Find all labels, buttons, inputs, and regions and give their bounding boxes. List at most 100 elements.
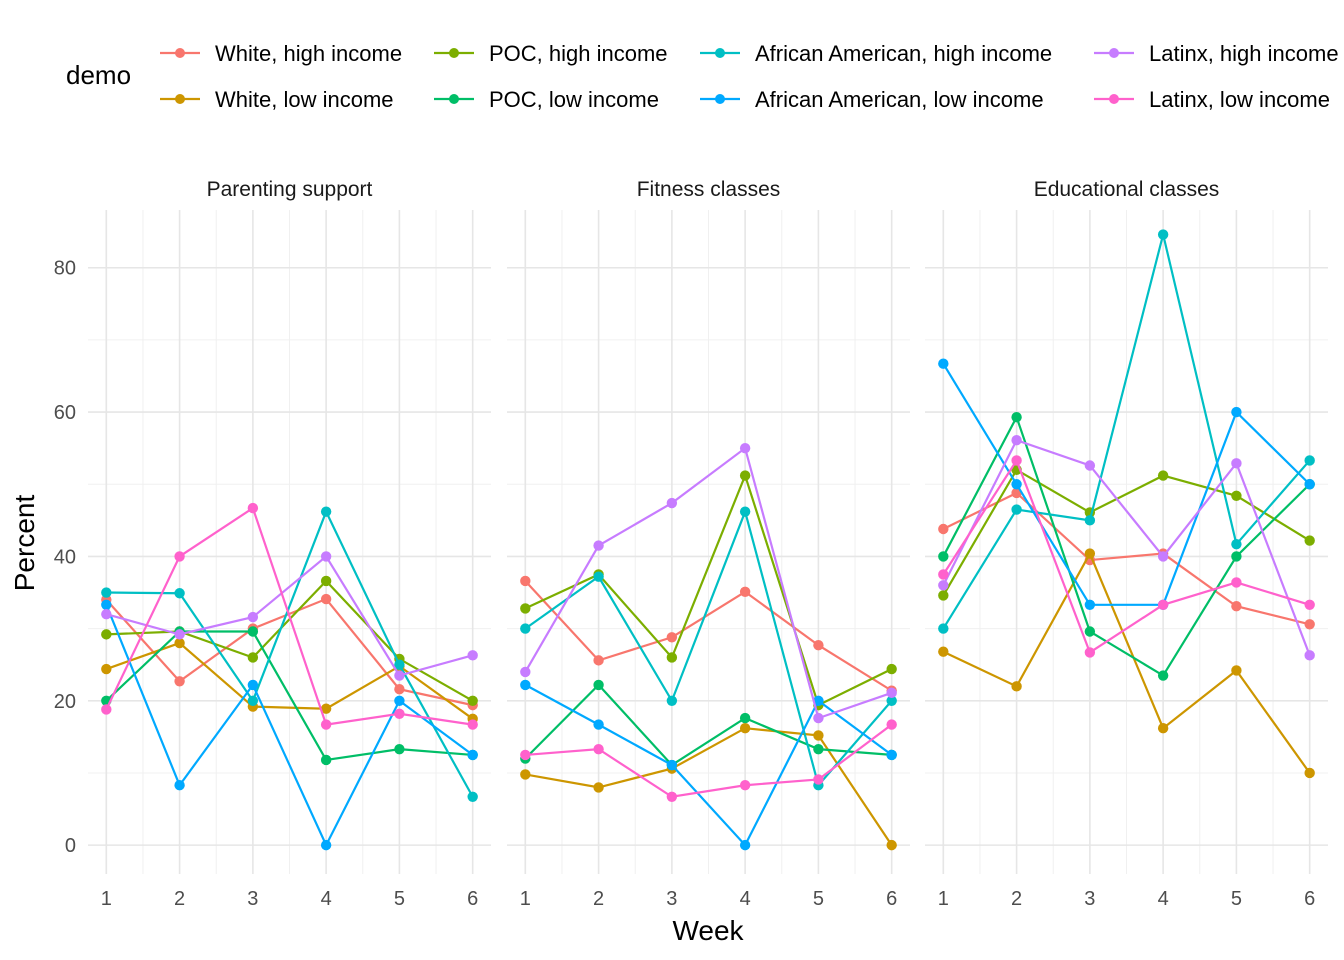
series-line bbox=[942, 438, 1311, 656]
series-line bbox=[942, 458, 1311, 655]
data-point bbox=[520, 575, 531, 587]
x-axis-label: Week bbox=[672, 915, 744, 946]
data-point bbox=[247, 652, 259, 663]
legend-label: African American, low income bbox=[755, 87, 1044, 112]
panel-title: Fitness classes bbox=[637, 178, 781, 201]
series-white-low-income bbox=[938, 548, 1315, 779]
x-tick-label: 3 bbox=[666, 888, 677, 910]
x-tick-label: 4 bbox=[740, 888, 751, 910]
data-point bbox=[1304, 455, 1315, 466]
gridlines bbox=[88, 210, 491, 874]
panel-fitness-classes: Fitness classes bbox=[507, 178, 910, 874]
x-tick-label: 6 bbox=[467, 888, 478, 910]
data-point bbox=[394, 659, 405, 670]
series-poc-high-income bbox=[520, 470, 897, 711]
data-point bbox=[1157, 599, 1169, 610]
data-point bbox=[174, 588, 185, 599]
data-point bbox=[1304, 650, 1315, 661]
data-point bbox=[467, 749, 478, 761]
series-line bbox=[942, 414, 1311, 678]
data-point bbox=[938, 580, 949, 591]
data-point bbox=[739, 506, 751, 517]
data-point bbox=[938, 551, 949, 562]
data-point bbox=[320, 575, 332, 587]
data-point bbox=[320, 593, 332, 605]
data-point bbox=[101, 629, 112, 640]
data-point bbox=[520, 666, 531, 678]
x-tick-label: 5 bbox=[394, 888, 405, 910]
data-point bbox=[938, 523, 949, 535]
data-point bbox=[1011, 435, 1022, 446]
data-point bbox=[666, 695, 678, 706]
series-line bbox=[525, 723, 893, 798]
data-point bbox=[666, 759, 678, 771]
data-point bbox=[174, 551, 185, 562]
data-point bbox=[593, 540, 604, 551]
data-point bbox=[1084, 626, 1096, 637]
data-point bbox=[739, 780, 751, 791]
data-point bbox=[666, 652, 678, 663]
data-point bbox=[101, 587, 112, 598]
legend-key-point bbox=[449, 48, 459, 58]
data-point bbox=[1231, 406, 1242, 418]
series-line bbox=[524, 580, 893, 692]
x-axis: 1 2 3 4 5 6 1 2 3 4 5 6 1 2 3 4 5 6 bbox=[101, 888, 1315, 910]
data-point bbox=[467, 650, 478, 661]
series-african-american-high-income bbox=[938, 229, 1315, 634]
data-point bbox=[520, 679, 531, 691]
data-point bbox=[174, 780, 185, 791]
data-point bbox=[1304, 767, 1315, 779]
data-point bbox=[1084, 548, 1096, 559]
data-point bbox=[593, 571, 604, 582]
data-point bbox=[320, 703, 332, 714]
data-point bbox=[813, 695, 824, 706]
series-latinx-high-income bbox=[938, 435, 1315, 661]
series-line bbox=[524, 472, 893, 707]
data-point bbox=[1304, 535, 1315, 546]
data-point bbox=[938, 569, 949, 580]
data-point bbox=[520, 749, 531, 761]
data-point bbox=[101, 663, 112, 675]
data-point bbox=[886, 839, 897, 851]
data-point bbox=[666, 497, 678, 509]
series-african-american-low-income bbox=[101, 599, 478, 851]
x-tick-label: 1 bbox=[520, 888, 531, 910]
data-point bbox=[174, 629, 185, 640]
facet-panels: Parenting support Fitness classes Educatio… bbox=[88, 178, 1328, 874]
data-point bbox=[1157, 551, 1169, 562]
data-point bbox=[813, 730, 824, 741]
series-latinx-high-income bbox=[520, 442, 897, 724]
legend-label: Latinx, high income bbox=[1149, 41, 1339, 66]
legend-item-white-low-income: White, low income bbox=[160, 87, 394, 112]
data-point bbox=[320, 506, 332, 517]
data-point bbox=[101, 608, 112, 620]
data-point bbox=[593, 679, 604, 691]
data-point bbox=[1157, 470, 1169, 481]
data-point bbox=[886, 687, 897, 699]
data-point bbox=[1157, 670, 1169, 681]
data-point bbox=[247, 679, 259, 691]
data-point bbox=[593, 743, 604, 755]
legend-item-african-american-low-income: African American, low income bbox=[700, 87, 1044, 112]
data-point bbox=[1231, 458, 1242, 469]
data-point bbox=[467, 719, 478, 730]
data-point bbox=[1157, 723, 1169, 734]
data-point bbox=[593, 655, 604, 666]
series-poc-high-income bbox=[938, 464, 1315, 601]
data-point bbox=[938, 590, 949, 601]
data-point bbox=[101, 704, 112, 715]
series-line bbox=[524, 683, 893, 848]
series-line bbox=[105, 630, 473, 762]
data-point bbox=[1011, 455, 1022, 466]
data-point bbox=[320, 719, 332, 730]
data-point bbox=[247, 611, 259, 623]
data-point bbox=[813, 743, 824, 755]
data-point bbox=[739, 586, 751, 597]
legend-label: Latinx, low income bbox=[1149, 87, 1330, 112]
data-point bbox=[593, 782, 604, 793]
legend-key-point bbox=[175, 94, 185, 104]
data-point bbox=[394, 708, 405, 719]
series-latinx-low-income bbox=[101, 502, 478, 730]
legend-label: POC, high income bbox=[489, 41, 668, 66]
